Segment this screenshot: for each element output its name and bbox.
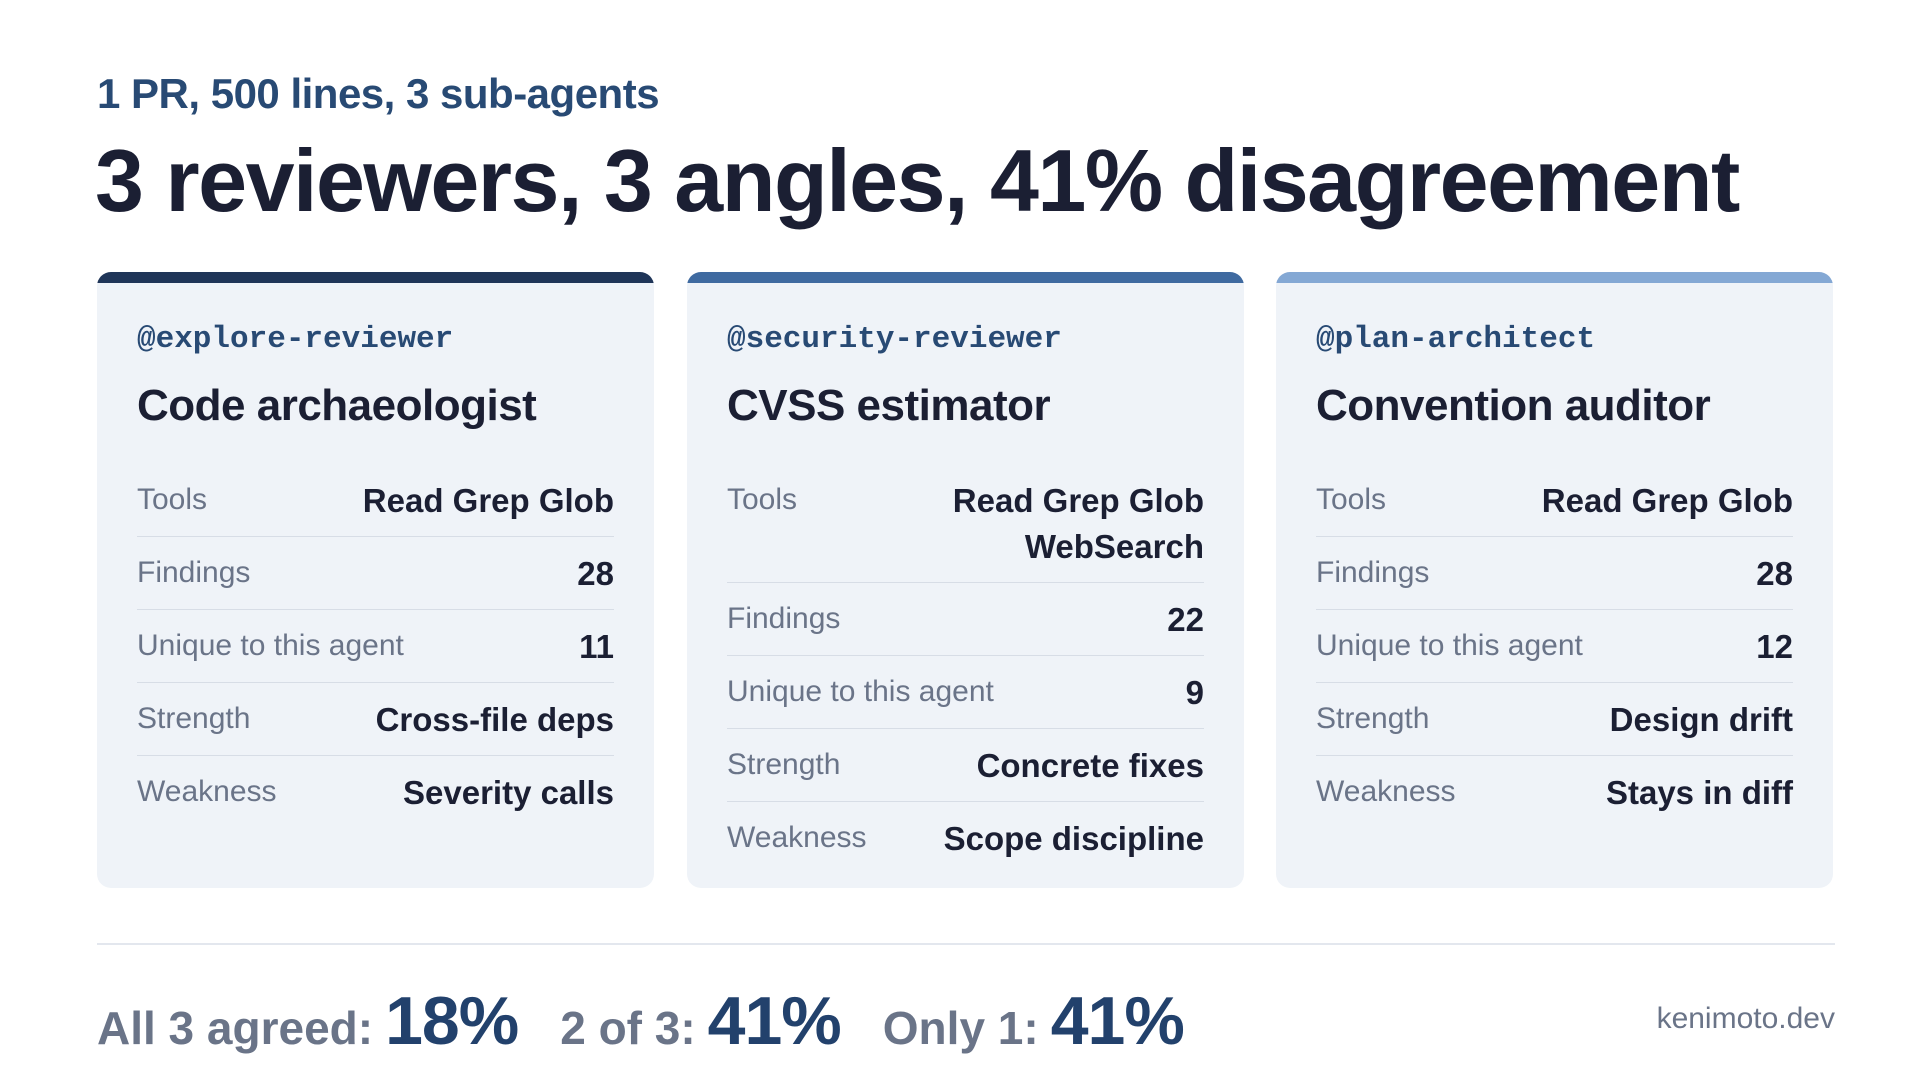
attr-row-weakness: Weakness Stays in diff — [1316, 756, 1793, 828]
reviewer-card-explore: @explore-reviewer Code archaeologist Too… — [97, 272, 654, 888]
attr-label: Tools — [727, 483, 798, 516]
attr-label: Unique to this agent — [1316, 629, 1583, 662]
attr-row-weakness: Weakness Severity calls — [137, 756, 614, 828]
attr-value: Read Grep Glob WebSearch — [952, 482, 1204, 565]
attr-row-findings: Findings 28 — [137, 537, 614, 610]
agent-attributes: Tools Read Grep Glob WebSearch Findings … — [727, 464, 1204, 874]
attr-row-findings: Findings 28 — [1316, 537, 1793, 610]
agent-role: Convention auditor — [1316, 381, 1711, 430]
attr-row-strength: Strength Concrete fixes — [727, 729, 1204, 802]
attr-label: Weakness — [1316, 775, 1456, 808]
attr-label: Weakness — [137, 775, 277, 808]
attr-label: Tools — [1316, 483, 1387, 516]
agent-handle: @security-reviewer — [727, 322, 1062, 357]
card-accent-bar — [687, 272, 1244, 283]
stat-two-of-three: 2 of 3: 41% — [560, 982, 842, 1060]
stat-label: Only 1: — [882, 1002, 1039, 1054]
card-accent-bar — [1276, 272, 1833, 283]
attr-label: Strength — [137, 702, 251, 735]
footer-divider — [97, 943, 1835, 945]
attr-row-findings: Findings 22 — [727, 583, 1204, 656]
attr-row-tools: Tools Read Grep Glob WebSearch — [727, 464, 1204, 583]
attr-value: Cross-file deps — [375, 701, 614, 738]
attr-label: Strength — [1316, 702, 1430, 735]
stat-all-agreed: All 3 agreed: 18% — [97, 982, 519, 1060]
attr-row-strength: Strength Cross-file deps — [137, 683, 614, 756]
attr-value: Stays in diff — [1605, 774, 1793, 811]
attr-label: Findings — [727, 602, 841, 635]
attr-value: 28 — [577, 555, 614, 592]
attr-value: 28 — [1756, 555, 1793, 592]
attr-label: Findings — [137, 556, 251, 589]
stat-value: 41% — [1050, 983, 1185, 1059]
attr-row-unique: Unique to this agent 11 — [137, 610, 614, 683]
stat-label: 2 of 3: — [560, 1002, 696, 1054]
agent-handle: @explore-reviewer — [137, 322, 454, 357]
attr-value: Scope discipline — [943, 820, 1204, 857]
agent-role: Code archaeologist — [137, 381, 537, 430]
agent-role: CVSS estimator — [727, 381, 1051, 430]
page-subtitle: 1 PR, 500 lines, 3 sub-agents — [97, 70, 660, 117]
attr-row-tools: Tools Read Grep Glob — [137, 464, 614, 537]
card-accent-bar — [97, 272, 654, 283]
agent-attributes: Tools Read Grep Glob Findings 28 Unique … — [1316, 464, 1793, 828]
stat-value: 18% — [385, 983, 519, 1059]
stat-label: All 3 agreed: — [97, 1002, 374, 1054]
attr-label: Strength — [727, 748, 841, 781]
attr-value: 22 — [1167, 601, 1204, 638]
stat-only-one: Only 1: 41% — [882, 982, 1185, 1060]
page-title: 3 reviewers, 3 angles, 41% disagreement — [95, 131, 1740, 230]
attr-label: Findings — [1316, 556, 1430, 589]
attr-label: Tools — [137, 483, 208, 516]
reviewer-cards: @explore-reviewer Code archaeologist Too… — [97, 272, 1835, 888]
stat-value: 41% — [707, 983, 842, 1059]
agent-handle: @plan-architect — [1316, 322, 1596, 357]
attr-label: Unique to this agent — [727, 675, 994, 708]
agreement-stats: All 3 agreed: 18% 2 of 3: 41% Only 1: 41… — [97, 982, 1226, 1062]
reviewer-card-security: @security-reviewer CVSS estimator Tools … — [687, 272, 1244, 888]
attr-value: 9 — [1185, 674, 1204, 711]
attr-value: Read Grep Glob — [362, 482, 614, 519]
attr-value: 11 — [579, 628, 614, 665]
agent-attributes: Tools Read Grep Glob Findings 28 Unique … — [137, 464, 614, 828]
attr-row-strength: Strength Design drift — [1316, 683, 1793, 756]
attr-row-unique: Unique to this agent 12 — [1316, 610, 1793, 683]
attr-row-unique: Unique to this agent 9 — [727, 656, 1204, 729]
attr-value: 12 — [1756, 628, 1793, 665]
brand-domain: kenimoto.dev — [1656, 1002, 1835, 1035]
attr-value: Design drift — [1609, 701, 1793, 738]
attr-value: Severity calls — [403, 774, 614, 811]
attr-value: Concrete fixes — [976, 747, 1204, 784]
attr-row-weakness: Weakness Scope discipline — [727, 802, 1204, 874]
attr-row-tools: Tools Read Grep Glob — [1316, 464, 1793, 537]
attr-label: Weakness — [727, 821, 867, 854]
attr-value: Read Grep Glob — [1541, 482, 1793, 519]
attr-label: Unique to this agent — [137, 629, 404, 662]
reviewer-card-plan: @plan-architect Convention auditor Tools… — [1276, 272, 1833, 888]
